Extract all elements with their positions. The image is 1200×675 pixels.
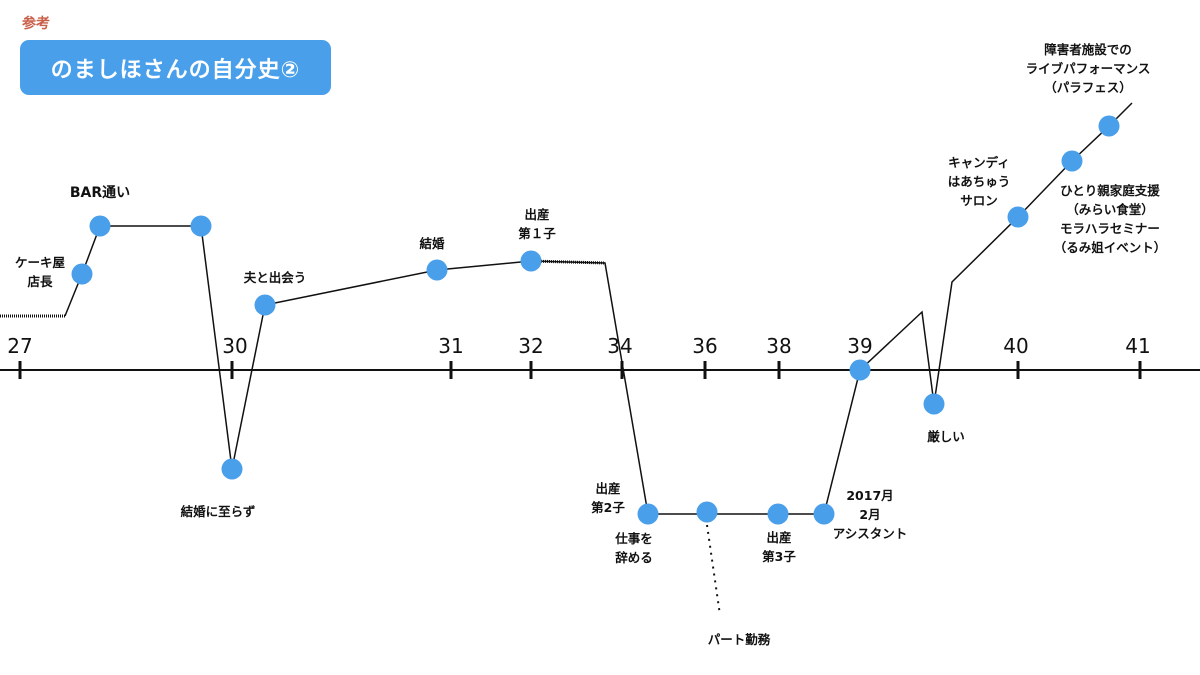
age-tick-label: 27 <box>7 334 33 358</box>
age-tick-label: 31 <box>438 334 464 358</box>
age-tick-label: 36 <box>692 334 718 358</box>
event-dot <box>71 263 93 285</box>
event-label-birth3: 出産 第3子 <box>762 530 796 564</box>
age-tick-label: 40 <box>1003 334 1029 358</box>
event-label-bar: BAR通い <box>69 185 131 201</box>
event-label-cake: ケーキ屋 店長 <box>14 255 66 289</box>
event-label-birth1: 出産 第１子 <box>518 207 556 241</box>
event-dot <box>849 359 871 381</box>
event-dot <box>89 215 111 237</box>
event-label-no-marriage: 結婚に至らず <box>180 504 256 519</box>
event-label-birth2: 出産 第2子 <box>591 481 625 515</box>
reference-label: 参考 <box>22 16 50 32</box>
event-dot <box>221 458 243 480</box>
event-dot <box>767 503 789 525</box>
event-dot <box>637 503 659 525</box>
event-label-hard: 厳しい <box>927 429 965 444</box>
event-label-candy: キャンディ はあちゅう サロン <box>947 155 1011 208</box>
age-tick-label: 30 <box>222 334 248 358</box>
page-title: のましほさんの自分史② <box>20 40 331 95</box>
age-tick-label: 41 <box>1125 334 1151 358</box>
event-dot <box>520 250 542 272</box>
event-dot <box>813 503 835 525</box>
age-tick-label: 38 <box>766 334 792 358</box>
event-dot <box>190 215 212 237</box>
event-dot <box>426 259 448 281</box>
event-label-assistant: 2017月 2月 アシスタント <box>832 488 908 541</box>
parttime-dotted-line <box>706 524 721 616</box>
event-label-parttime: パート勤務 <box>707 632 771 647</box>
event-dot <box>1007 206 1029 228</box>
event-label-marriage: 結婚 <box>419 236 445 251</box>
age-tick-label: 34 <box>607 334 633 358</box>
event-dot <box>254 294 276 316</box>
event-label-live: 障害者施設での ライブパフォーマンス （パラフェス） <box>1025 42 1151 95</box>
event-label-support: ひとり親家庭支援 （みらい食堂） モラハラセミナー （るみ姐イベント） <box>1053 183 1167 255</box>
age-tick-label: 32 <box>518 334 544 358</box>
event-dot <box>1098 115 1120 137</box>
event-dot <box>696 501 718 523</box>
event-label-quit: 仕事を 辞める <box>615 531 653 565</box>
event-label-meet-husband: 夫と出会う <box>243 270 307 285</box>
event-dot <box>1061 150 1083 172</box>
event-dot <box>923 393 945 415</box>
age-tick-label: 39 <box>847 334 873 358</box>
